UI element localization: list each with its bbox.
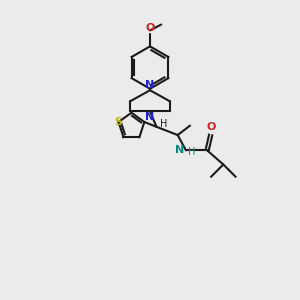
- Text: O: O: [207, 122, 216, 132]
- Text: N: N: [175, 146, 184, 155]
- Text: N: N: [146, 112, 154, 122]
- Text: N: N: [146, 80, 154, 90]
- Text: H: H: [160, 119, 168, 129]
- Text: H: H: [188, 146, 195, 157]
- Text: S: S: [115, 117, 123, 127]
- Text: O: O: [145, 23, 155, 33]
